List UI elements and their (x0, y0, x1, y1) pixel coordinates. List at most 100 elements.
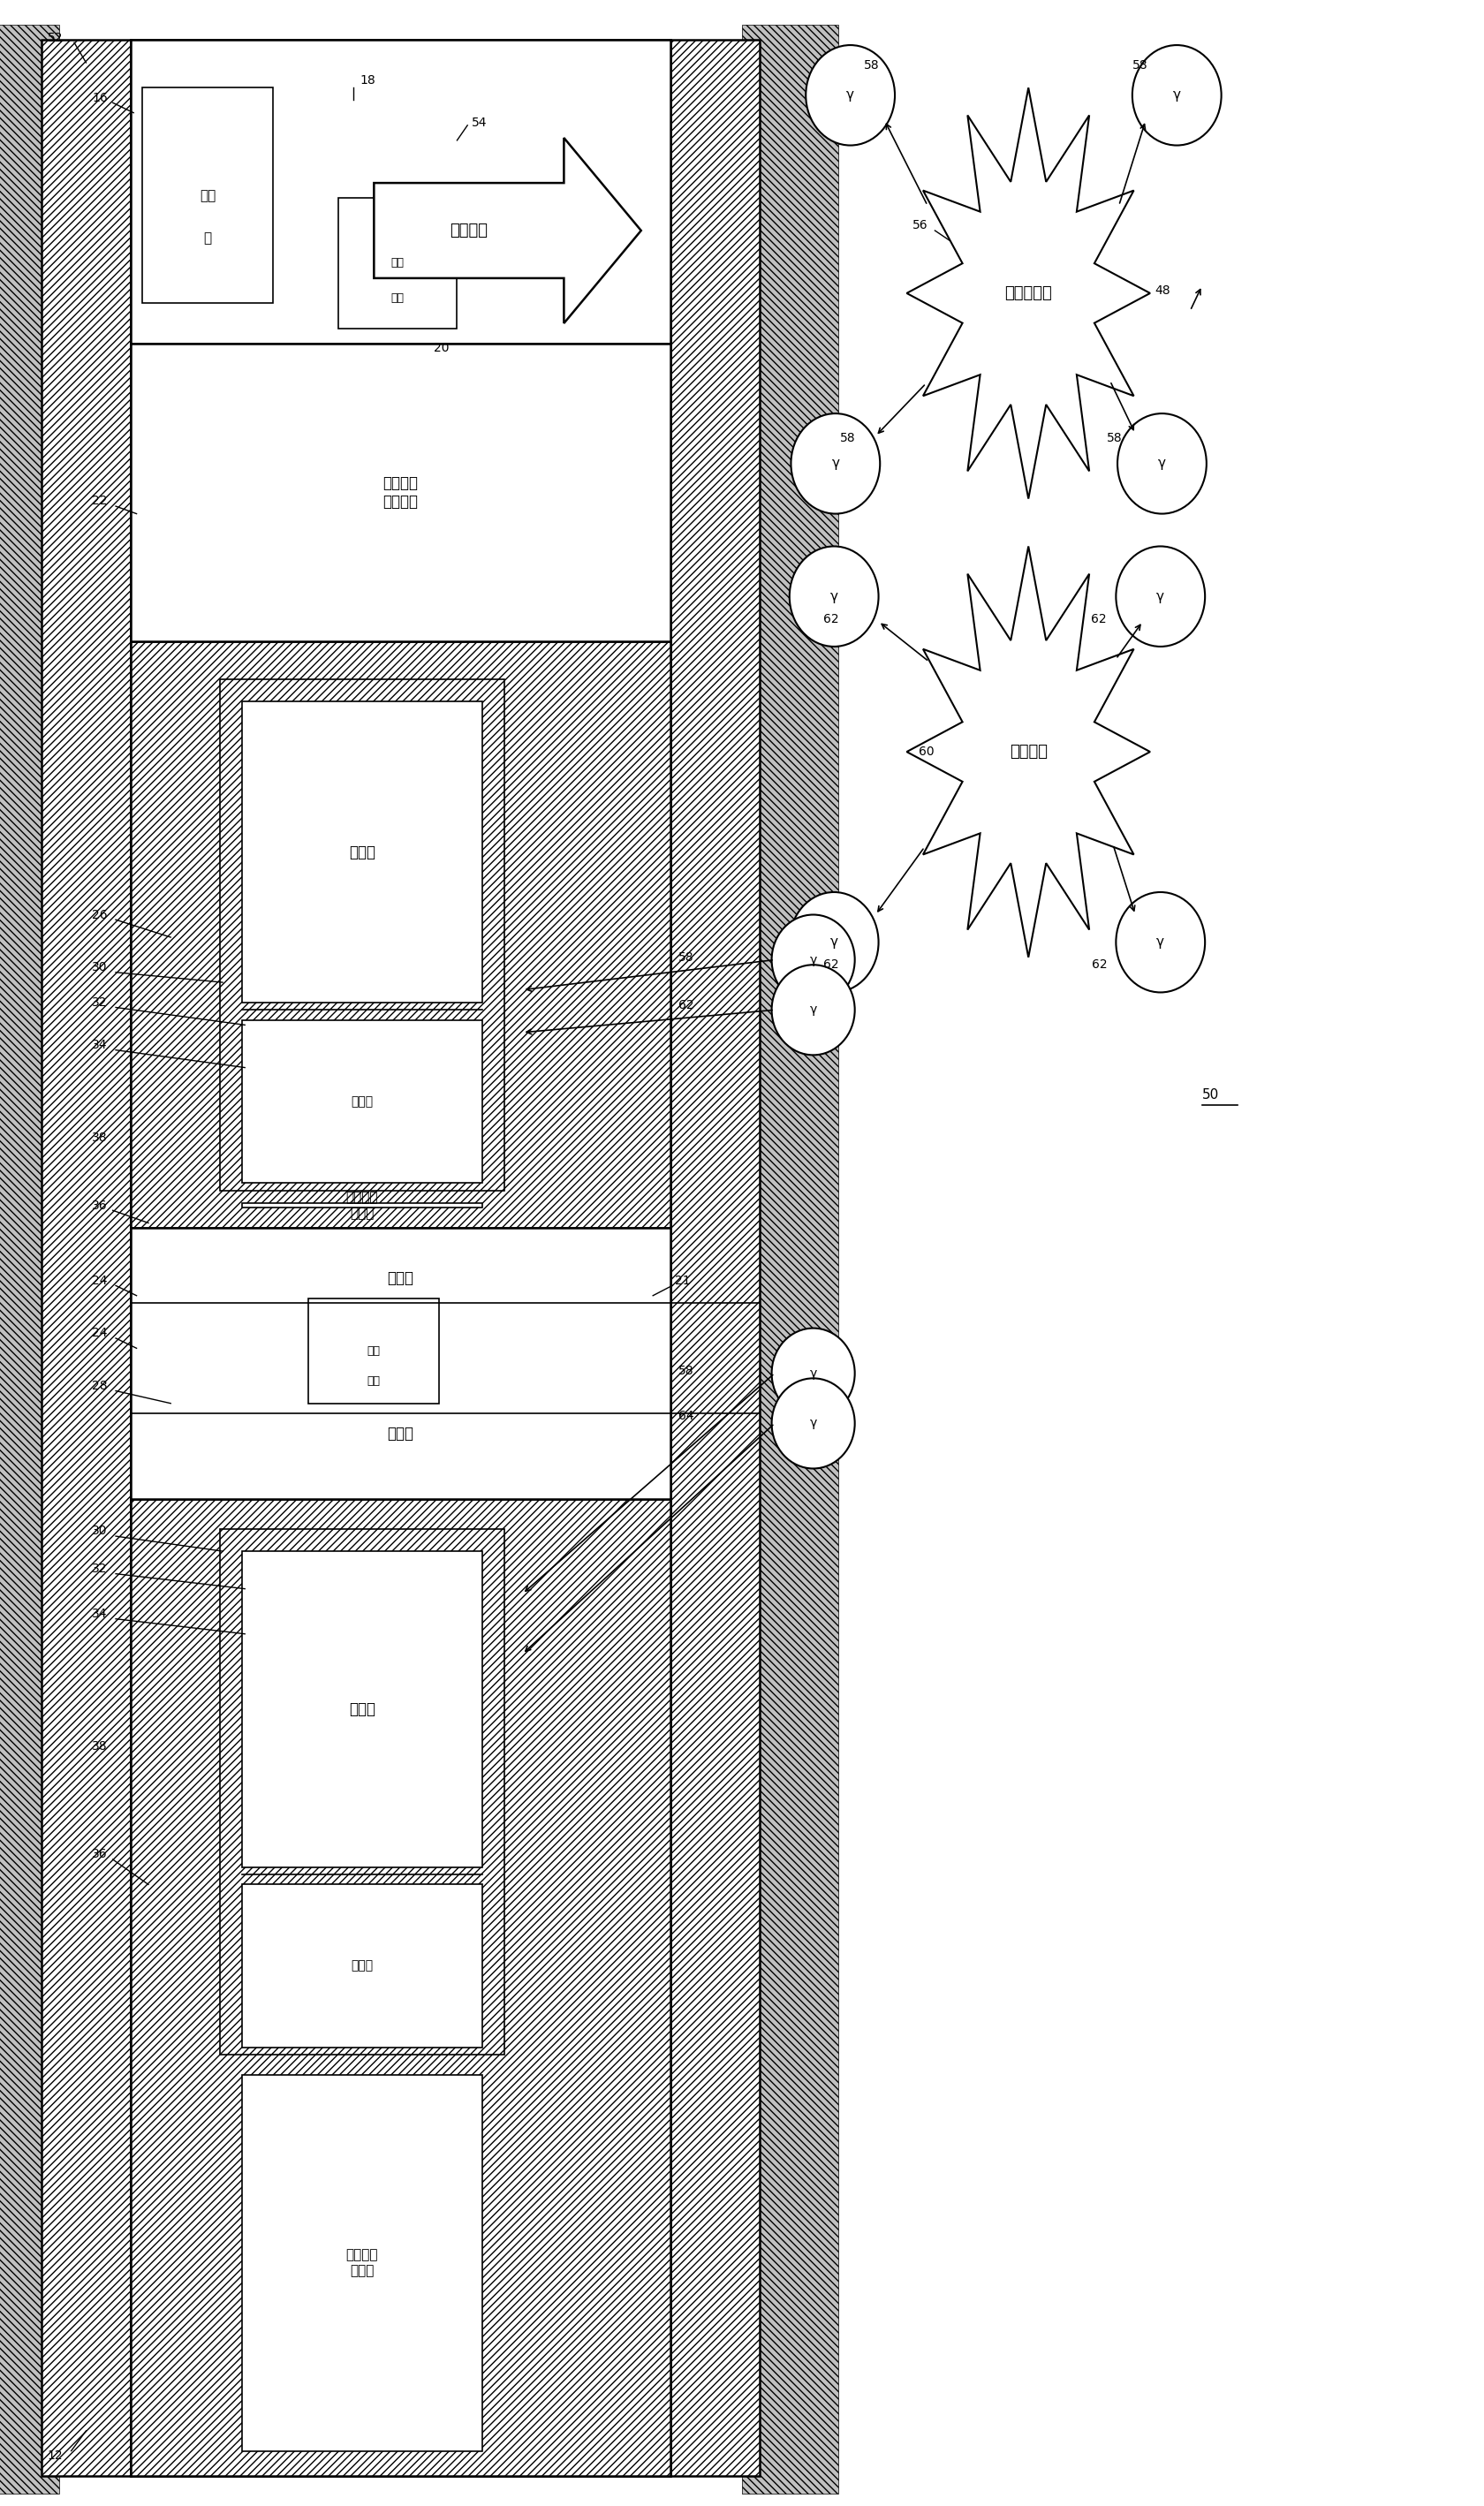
Bar (142, 88, 273, 303)
Text: 54: 54 (472, 118, 487, 128)
Bar (242, 1885, 482, 2047)
Bar (131, 1499, 671, 2476)
Text: 中子减速
相关设备: 中子减速 相关设备 (383, 476, 418, 509)
Text: 26: 26 (92, 910, 107, 920)
Text: γ: γ (830, 935, 838, 950)
Text: 62: 62 (1091, 614, 1106, 624)
Bar (242, 1020, 482, 1183)
Polygon shape (374, 138, 641, 323)
Text: 62: 62 (1092, 960, 1107, 970)
Text: 62: 62 (824, 960, 838, 970)
Text: 60: 60 (919, 747, 933, 757)
Polygon shape (907, 88, 1150, 499)
Bar (220, 1529, 505, 2055)
Text: 58: 58 (678, 952, 693, 962)
Text: 12: 12 (47, 2451, 62, 2461)
Bar (42, 40, 131, 2476)
Text: 30: 30 (92, 962, 107, 972)
Text: 闪烁体: 闪烁体 (352, 1960, 372, 1972)
Text: 50: 50 (1202, 1088, 1218, 1103)
Ellipse shape (791, 413, 880, 514)
Bar (0, 25, 59, 2493)
Text: γ: γ (831, 456, 840, 471)
Text: 22: 22 (92, 496, 107, 506)
Text: 32: 32 (92, 1564, 107, 1574)
Text: 48: 48 (1155, 286, 1169, 296)
Bar (671, 40, 760, 2476)
Text: 24: 24 (92, 1276, 107, 1286)
Text: γ: γ (1172, 88, 1181, 103)
Text: γ: γ (810, 1005, 816, 1015)
Text: 闪烁体: 闪烁体 (349, 1702, 375, 1717)
Text: 38: 38 (92, 1742, 107, 1752)
Text: 62: 62 (678, 1000, 693, 1010)
Bar (131, 642, 671, 1228)
Ellipse shape (772, 1328, 855, 1418)
Ellipse shape (772, 1378, 855, 1469)
Text: 38: 38 (92, 1133, 107, 1143)
Bar (242, 2075, 482, 2451)
Ellipse shape (789, 892, 879, 992)
Text: 相关: 相关 (368, 1346, 380, 1356)
Text: 24: 24 (92, 1328, 107, 1338)
Text: 58: 58 (1132, 60, 1147, 70)
Text: 32: 32 (92, 997, 107, 1007)
Ellipse shape (789, 546, 879, 647)
Bar (131, 343, 671, 642)
Text: 中子俘获: 中子俘获 (1009, 744, 1048, 759)
Text: γ: γ (1158, 456, 1166, 471)
Ellipse shape (1132, 45, 1221, 145)
Bar (131, 1228, 671, 1499)
Text: 58: 58 (1107, 434, 1122, 444)
Text: γ: γ (1156, 589, 1165, 604)
Text: 源: 源 (203, 231, 212, 246)
Text: 30: 30 (92, 1526, 107, 1536)
Bar (242, 1551, 482, 1867)
Bar (242, 702, 482, 1002)
Text: 64: 64 (678, 1411, 693, 1421)
Text: γ: γ (846, 88, 855, 103)
Bar (131, 40, 671, 343)
Text: 光电倍增
探测器: 光电倍增 探测器 (346, 2248, 378, 2278)
Text: 52: 52 (47, 33, 62, 43)
Text: γ: γ (810, 1418, 816, 1428)
Text: 20: 20 (433, 343, 448, 353)
Ellipse shape (1117, 413, 1206, 514)
Text: 光电倍增
探测器: 光电倍增 探测器 (346, 1190, 378, 1220)
Text: 相关: 相关 (392, 258, 404, 268)
Polygon shape (907, 546, 1150, 957)
Text: γ: γ (830, 589, 838, 604)
Text: γ: γ (810, 1368, 816, 1378)
Text: 中子: 中子 (200, 188, 215, 203)
Text: 58: 58 (840, 434, 855, 444)
Text: 62: 62 (824, 614, 838, 624)
Text: 18: 18 (361, 75, 375, 85)
Text: 闪烁体: 闪烁体 (349, 845, 375, 860)
Bar (220, 679, 505, 1190)
Text: 56: 56 (913, 221, 928, 231)
Text: 21: 21 (675, 1276, 690, 1286)
Text: 36: 36 (92, 1849, 107, 1859)
Text: 34: 34 (92, 1609, 107, 1619)
Text: 闪烁体: 闪烁体 (352, 1095, 372, 1108)
Text: 设备: 设备 (368, 1376, 380, 1386)
Text: 设备: 设备 (392, 293, 404, 303)
Ellipse shape (1116, 546, 1205, 647)
Text: 28: 28 (92, 1381, 107, 1391)
Text: 屏蔽件: 屏蔽件 (387, 1426, 414, 1441)
Text: γ: γ (810, 955, 816, 965)
Text: 58: 58 (678, 1366, 693, 1376)
Text: γ: γ (1156, 935, 1165, 950)
Text: 屏蔽件: 屏蔽件 (387, 1271, 414, 1286)
Ellipse shape (772, 915, 855, 1005)
Bar (242, 1203, 482, 1208)
Text: 58: 58 (864, 60, 879, 70)
Bar (338, 198, 457, 328)
Bar (131, 40, 671, 2476)
Bar (742, 25, 838, 2493)
Ellipse shape (806, 45, 895, 145)
Ellipse shape (1116, 892, 1205, 992)
Text: 16: 16 (92, 93, 108, 103)
Bar (309, 1298, 439, 1403)
Text: 36: 36 (92, 1200, 107, 1210)
